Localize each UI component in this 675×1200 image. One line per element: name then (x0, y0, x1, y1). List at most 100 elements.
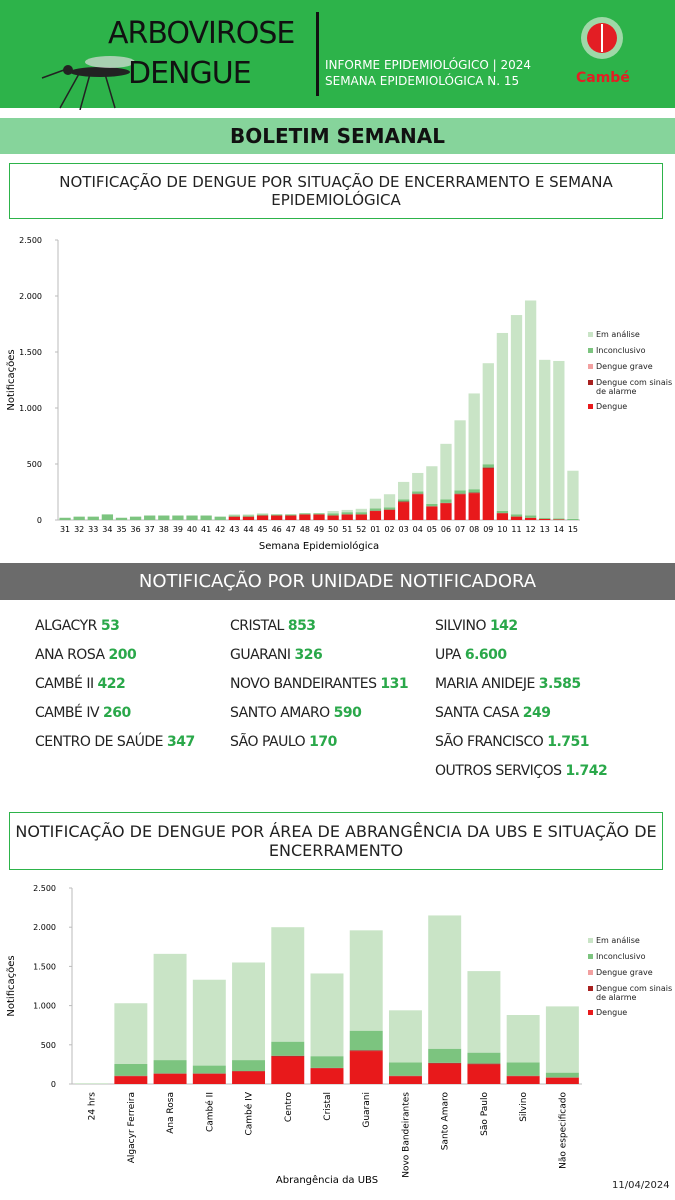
bar-segment (349, 1051, 383, 1084)
bar-segment (398, 501, 410, 503)
bar-segment (467, 1063, 501, 1065)
unit-count: 422 (97, 676, 126, 692)
y-tick-label: 500 (27, 460, 42, 469)
legend-swatch (588, 986, 593, 991)
x-tick-label: 35 (116, 525, 126, 534)
bar-segment (271, 1055, 305, 1057)
legend-swatch (588, 380, 593, 385)
bar-segment (242, 515, 255, 517)
x-tick-label: 06 (441, 525, 451, 534)
bar-segment (214, 516, 226, 520)
bar-segment (383, 507, 396, 510)
bar-segment (524, 517, 537, 520)
y-axis-title: Notificações (6, 349, 17, 410)
bar-segment (59, 517, 71, 520)
bar-segment (349, 930, 383, 1031)
bar-segment (567, 470, 579, 519)
legend-swatch (588, 970, 593, 975)
bar-segment (327, 515, 339, 520)
x-tick-label: 38 (159, 525, 169, 534)
x-tick-label: 05 (427, 525, 437, 534)
bar-segment (467, 971, 501, 1053)
x-tick-label: 48 (300, 525, 310, 534)
unit-count: 249 (522, 705, 551, 721)
chart-title: NOTIFICAÇÃO DE DENGUE POR ÁREA DE ABRANG… (9, 812, 663, 870)
bar-segment (256, 513, 269, 515)
bar-segment (310, 1068, 344, 1084)
x-tick-label: 32 (74, 525, 84, 534)
x-tick-label: 50 (328, 525, 338, 534)
bar-segment (553, 518, 565, 520)
unit-row: SÃO FRANCISCO 1.751 (435, 734, 607, 763)
y-tick-label: 1.000 (33, 1002, 56, 1011)
unit-row: CRISTAL 853 (230, 618, 408, 647)
x-axis-title: Abrangência da UBS (276, 1174, 378, 1186)
x-tick-label: 40 (187, 525, 197, 534)
unit-count: 260 (103, 705, 131, 721)
unit-count: 6.600 (464, 647, 507, 663)
x-tick-label: 02 (384, 525, 394, 534)
bar-segment (383, 494, 396, 508)
bar-segment (271, 927, 305, 1042)
bar-segment (398, 499, 410, 502)
unit-name: SILVINO (435, 618, 486, 634)
x-tick-label: Cambé II (204, 1092, 215, 1132)
bar-segment (539, 518, 551, 520)
x-tick-label: Guarani (362, 1092, 372, 1128)
x-tick-label: 33 (88, 525, 98, 534)
x-tick-label: 43 (229, 525, 239, 534)
legend-swatch (588, 332, 593, 337)
chart: 0 500 1.000 1.500 2.000 2.500 31 32 33 34 35 36 37 38… (6, 236, 672, 552)
bar-segment (383, 509, 396, 520)
bar-segment (271, 1056, 305, 1084)
bar-segment (545, 1077, 579, 1084)
unit-name: SANTA CASA (435, 705, 519, 721)
unit-name: NOVO BANDEIRANTES (230, 676, 377, 692)
x-tick-label: Cambé IV (244, 1091, 255, 1135)
bar-segment (310, 973, 344, 1057)
bar-segment (440, 499, 452, 503)
bar-segment (506, 1015, 540, 1063)
unit-count: 590 (333, 705, 362, 721)
x-tick-label: 14 (554, 525, 564, 534)
x-tick-label: 46 (272, 525, 282, 534)
bar-segment (482, 468, 494, 520)
unit-name: CENTRO DE SAÚDE (35, 734, 164, 750)
bar-segment (200, 515, 212, 520)
bar-segment (468, 492, 480, 494)
unit-row: ANA ROSA 200 (35, 647, 195, 676)
unit-count: 1.742 (565, 763, 608, 779)
bar-segment (369, 508, 382, 511)
legend-swatch (588, 348, 593, 353)
bar-segment (369, 511, 382, 520)
x-tick-label: Ana Rosa (166, 1092, 176, 1134)
bar-segment (232, 1071, 266, 1084)
legend-item: Em análise (596, 330, 640, 339)
unit-name: ALGACYR (35, 618, 97, 634)
bar-segment (388, 1062, 422, 1076)
unit-count: 1.751 (547, 734, 590, 750)
x-tick-label: Novo Bandeirantes (401, 1092, 411, 1178)
unit-row: SILVINO 142 (435, 618, 607, 647)
x-tick-label: 10 (497, 525, 507, 534)
legend-item: Dengue grave (596, 968, 653, 977)
bar-segment (75, 1083, 109, 1084)
bar-segment (482, 363, 494, 465)
unit-count: 853 (287, 618, 316, 634)
bar-segment (313, 513, 325, 515)
unit-count: 131 (380, 676, 409, 692)
bar-segment (553, 519, 565, 520)
bar-segment (232, 1060, 266, 1072)
bar-segment (115, 517, 128, 520)
bar-segment (172, 515, 184, 520)
bar-segment (496, 332, 509, 511)
bar-segment (440, 503, 452, 520)
chart: 0 500 1.000 1.500 2.000 2.500 24 hrs Algacyr Fe… (6, 884, 672, 1186)
bar-segment (388, 1076, 422, 1084)
bar-segment (467, 1064, 501, 1084)
info-line: SEMANA EPIDEMIOLÓGICA N. 15 (325, 74, 520, 88)
bar-segment (510, 516, 523, 520)
x-tick-label: 41 (201, 525, 211, 534)
bar-segment (428, 1048, 462, 1063)
x-tick-label: 24 hrs (88, 1092, 98, 1121)
